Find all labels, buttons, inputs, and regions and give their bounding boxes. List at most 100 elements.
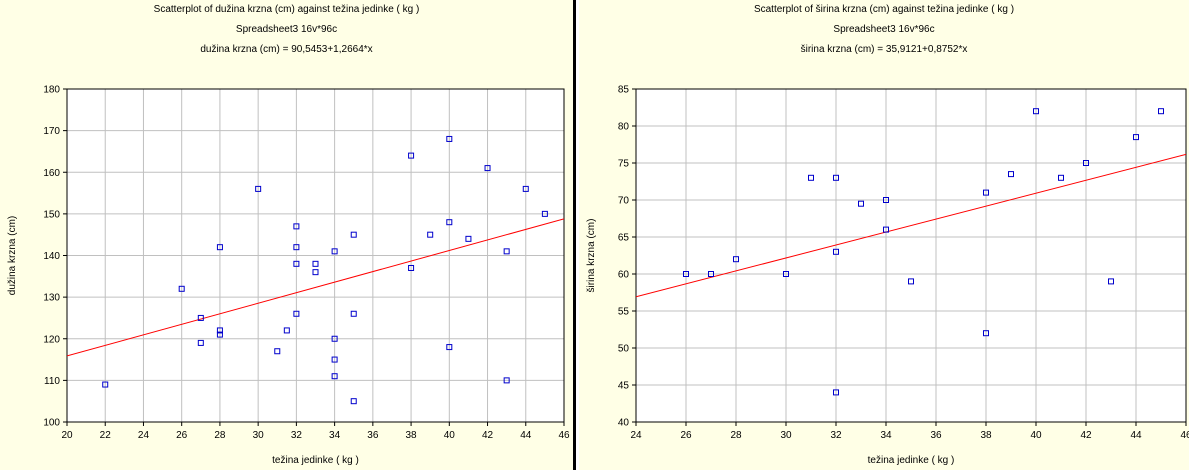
scatter-chart-width: 24 26 28 30 32 34 36 38 40 42 44 46 40 45 50 55 60 65 70 75… (586, 85, 1189, 467)
data-point (983, 330, 989, 337)
data-point (446, 219, 453, 226)
data-point (408, 264, 415, 271)
data-point (446, 344, 453, 351)
data-point (883, 226, 889, 233)
y-tick-label: 130 (43, 293, 60, 304)
x-tick-label: 20 (61, 430, 73, 441)
x-tick-label: 38 (980, 430, 992, 441)
data-point (908, 278, 914, 285)
data-point (331, 356, 338, 363)
x-tick-label: 36 (367, 430, 379, 441)
data-point (350, 398, 357, 405)
data-point (293, 260, 300, 267)
x-axis-label: težina jedinke ( kg ) (868, 455, 955, 466)
data-point (683, 271, 689, 277)
y-tick-label: 180 (43, 85, 60, 96)
data-point (350, 231, 357, 238)
data-point (541, 210, 548, 217)
data-point (178, 285, 185, 292)
x-tick-label: 26 (680, 430, 692, 441)
data-point (312, 269, 319, 276)
y-tick-label: 160 (43, 168, 60, 179)
y-tick-label: 65 (618, 233, 630, 244)
data-point (484, 165, 491, 172)
data-point (1108, 278, 1114, 285)
data-point (331, 373, 338, 380)
y-tick-label: 150 (43, 209, 60, 220)
data-point (293, 310, 300, 317)
data-point (331, 335, 338, 342)
data-point (883, 197, 889, 203)
data-point (858, 200, 864, 207)
data-point (1158, 108, 1164, 115)
x-tick-label: 42 (1080, 430, 1092, 441)
data-point (216, 331, 223, 338)
x-tick-label: 30 (780, 430, 792, 441)
chart-subtitle: Spreadsheet3 16v*96c (833, 24, 935, 35)
data-point (216, 327, 223, 334)
plot-content (636, 108, 1186, 396)
data-point (522, 185, 529, 192)
plot-frame (635, 88, 1187, 423)
y-tick-label: 140 (43, 251, 60, 262)
data-point (446, 135, 453, 142)
data-point (293, 223, 300, 230)
regression-line (67, 218, 564, 357)
chart-title: Scatterplot of dužina krzna (cm) against… (153, 4, 420, 15)
x-tick-label: 38 (406, 430, 418, 441)
data-point (283, 327, 290, 334)
scatter-chart-length: 20 22 24 26 28 30 32 34 36 38 40 42 44 46 100 110 120 130… (7, 85, 570, 467)
y-tick-label: 85 (618, 85, 630, 96)
x-tick-label: 36 (930, 430, 942, 441)
y-tick-label: 70 (618, 196, 630, 207)
data-point (1133, 134, 1139, 141)
data-point (293, 244, 300, 251)
data-point (427, 231, 434, 238)
y-tick-label: 50 (618, 344, 630, 355)
data-point (255, 185, 262, 192)
x-tick-label: 40 (444, 430, 456, 441)
x-tick-label: 28 (730, 430, 742, 441)
regression-line (636, 153, 1186, 298)
y-tick-label: 80 (618, 122, 630, 133)
y-tick-label: 170 (43, 126, 60, 137)
x-tick-label: 30 (253, 430, 265, 441)
data-point (274, 348, 281, 355)
data-point (408, 152, 415, 159)
data-point (733, 256, 739, 263)
data-point (331, 248, 338, 255)
chart-subtitle: Spreadsheet3 16v*96c (235, 24, 338, 35)
chart-panel-right: Scatterplot of širina krzna (cm) against… (579, 0, 1189, 470)
x-tick-label: 40 (1030, 430, 1042, 441)
y-tick-label: 40 (618, 418, 630, 429)
data-point (503, 377, 510, 384)
data-point (503, 248, 510, 255)
data-point (833, 174, 839, 181)
x-tick-label: 24 (138, 430, 150, 441)
x-tick-label: 44 (1130, 430, 1142, 441)
x-tick-label: 22 (100, 430, 112, 441)
data-point (465, 235, 472, 242)
x-tick-label: 34 (329, 430, 341, 441)
regression-equation: dužina krzna (cm) = 90,5453+1,2664*x (200, 44, 373, 55)
x-tick-label: 24 (630, 430, 642, 441)
y-tick-label: 75 (618, 159, 630, 170)
y-tick-label: 60 (618, 270, 630, 281)
y-tick-label: 45 (618, 381, 630, 392)
y-tick-label: 100 (43, 418, 60, 429)
y-tick-label: 120 (43, 334, 60, 345)
data-point (783, 271, 789, 277)
data-point (1083, 160, 1089, 166)
data-point (983, 189, 989, 196)
x-tick-label: 46 (558, 430, 570, 441)
data-point (197, 314, 204, 321)
regression-equation: širina krzna (cm) = 35,9121+0,8752*x (800, 44, 968, 55)
data-point (216, 244, 223, 251)
data-point (808, 174, 814, 181)
x-axis-label: težina jedinke ( kg ) (272, 455, 359, 466)
data-point (833, 248, 839, 255)
x-tick-label: 32 (830, 430, 842, 441)
plot-area (636, 89, 1186, 422)
chart-title: Scatterplot of širina krzna (cm) against… (753, 4, 1015, 15)
